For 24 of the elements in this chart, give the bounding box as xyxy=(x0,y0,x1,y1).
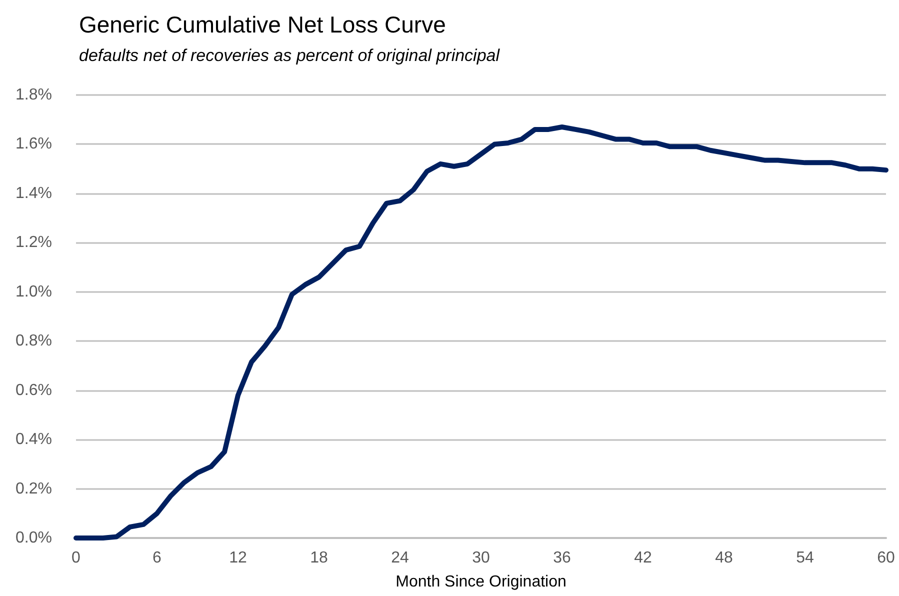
y-tick-label: 0.4% xyxy=(16,431,52,448)
x-tick-label: 6 xyxy=(152,550,162,566)
chart-title: Generic Cumulative Net Loss Curve xyxy=(79,12,446,38)
x-tick-label: 60 xyxy=(877,550,895,566)
x-axis-title: Month Since Origination xyxy=(396,574,566,590)
y-tick-label: 1.2% xyxy=(16,234,52,252)
y-tick-label: 0.0% xyxy=(16,530,52,546)
chart-subtitle: defaults net of recoveries as percent of original principal xyxy=(79,46,501,65)
y-tick-label: 0.2% xyxy=(16,480,52,498)
y-tick-label: 0.6% xyxy=(16,382,52,399)
x-tick-label: 30 xyxy=(472,550,490,566)
y-tick-label: 1.6% xyxy=(16,136,52,153)
x-tick-label: 12 xyxy=(229,550,247,566)
y-tick-label: 1.0% xyxy=(16,283,52,300)
x-tick-label: 54 xyxy=(796,550,814,566)
y-tick-label: 1.4% xyxy=(16,184,52,202)
x-tick-label: 18 xyxy=(310,550,328,566)
x-tick-label: 48 xyxy=(715,550,733,566)
x-tick-label: 24 xyxy=(391,550,409,566)
x-tick-label: 42 xyxy=(634,550,652,566)
y-tick-label: 1.8% xyxy=(16,86,52,104)
x-tick-label: 36 xyxy=(553,550,571,566)
y-tick-label: 0.8% xyxy=(16,332,52,350)
x-tick-label: 0 xyxy=(72,550,81,566)
